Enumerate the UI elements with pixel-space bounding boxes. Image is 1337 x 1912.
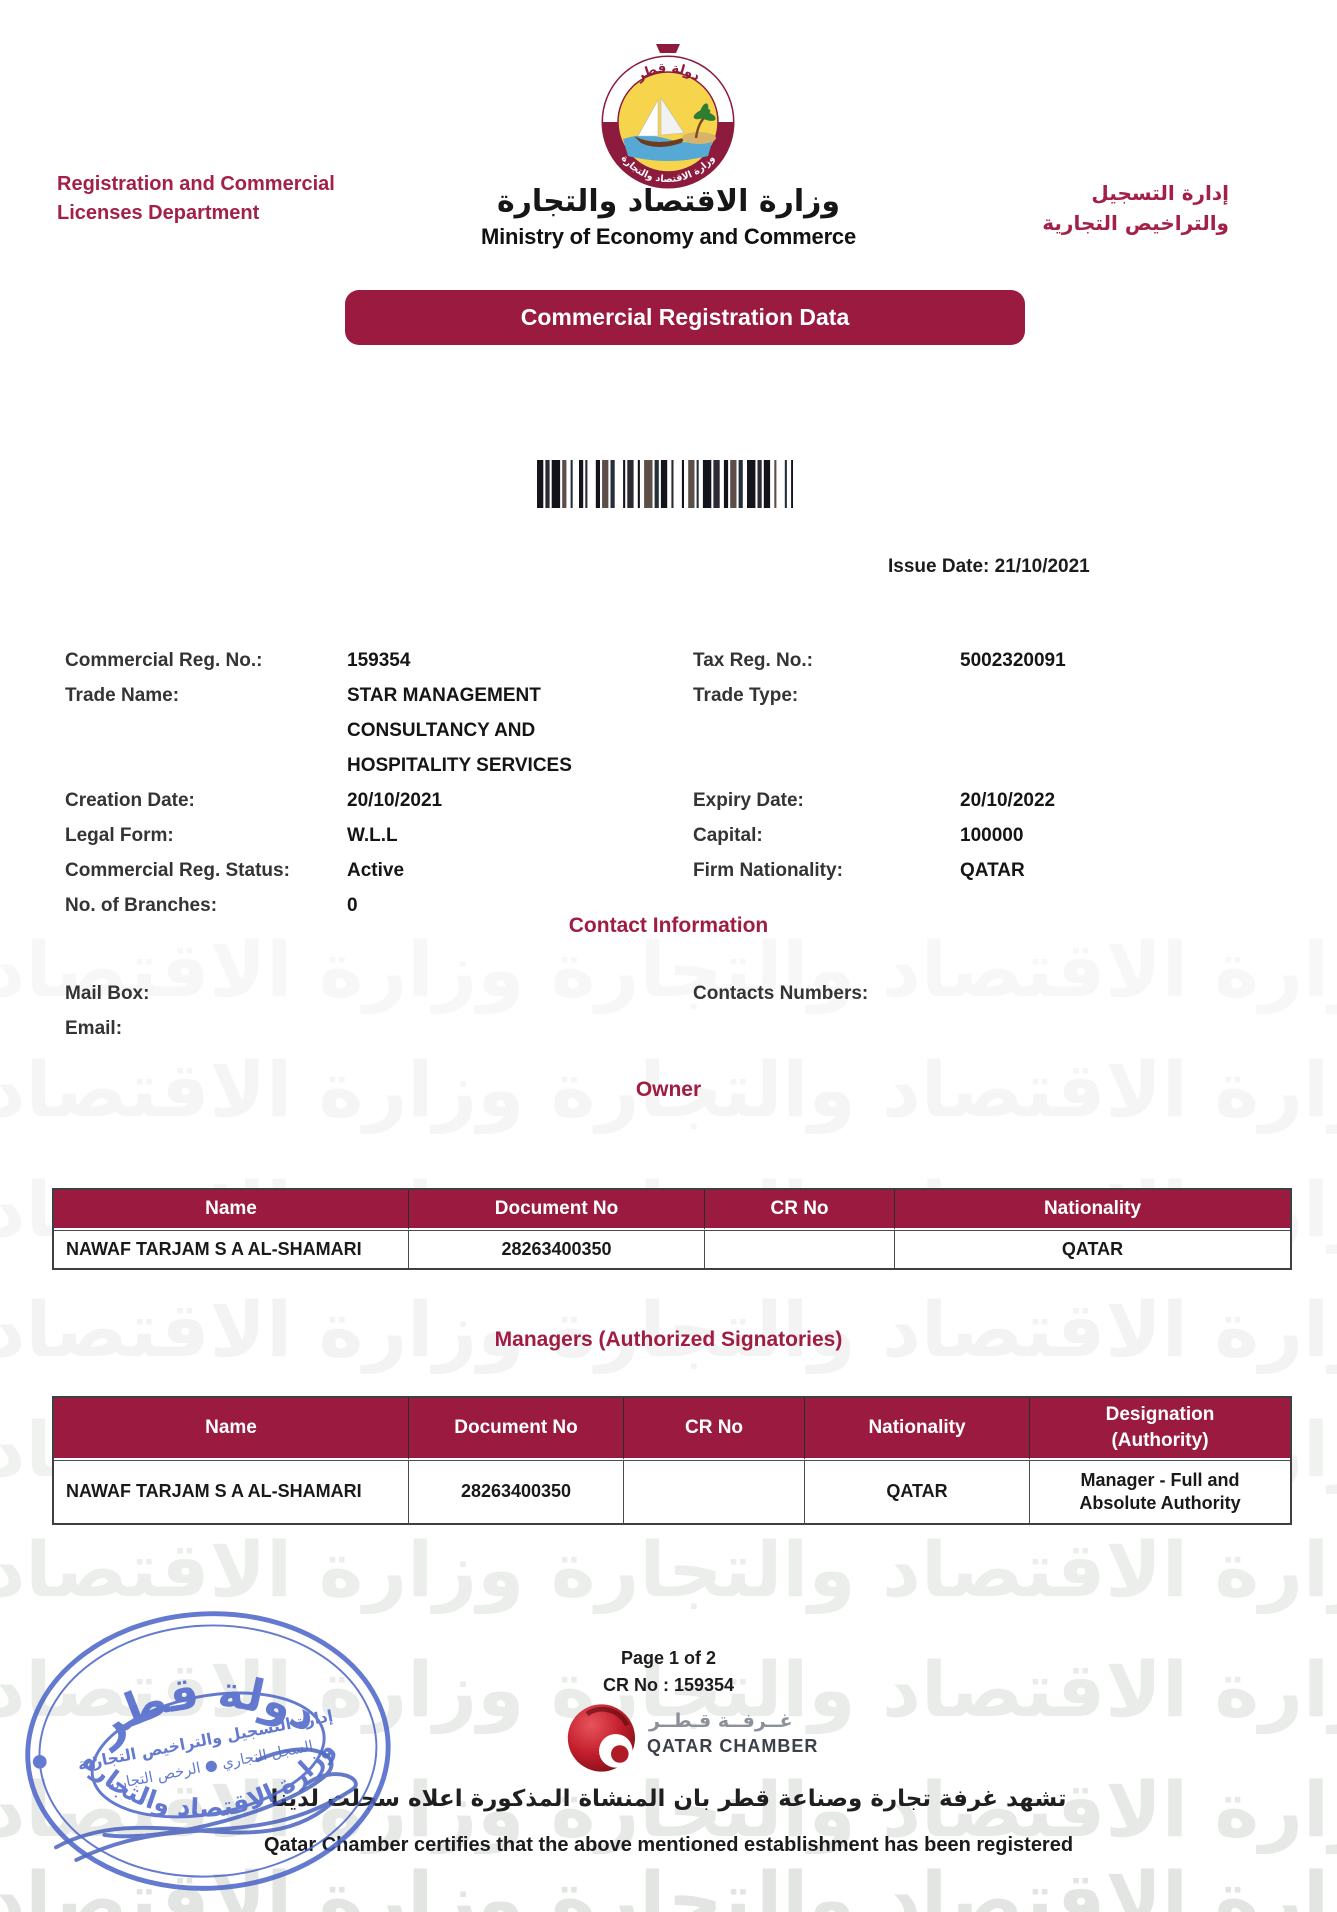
column-header: Document No <box>409 1190 705 1230</box>
contacts-numbers-value <box>960 976 1293 1011</box>
qatar-state-emblem-icon: دولة قطر وزارة الاقتصاد والتجارة <box>601 44 735 189</box>
field-value: STAR MANAGEMENT CONSULTANCY AND HOSPITAL… <box>347 685 572 776</box>
email-value <box>347 1011 693 1046</box>
qatar-chamber-logo-icon <box>567 1704 635 1772</box>
document-title-banner: Commercial Registration Data <box>345 290 1025 345</box>
owner-document-no-cell: 28263400350 <box>409 1230 705 1268</box>
managers-table: Name Document No CR No Nationality Desig… <box>52 1396 1292 1525</box>
field-value: W.L.L <box>347 825 398 846</box>
ministry-name-arabic: وزارة الاقتصاد والتجارة <box>496 184 841 219</box>
contact-information-title: Contact Information <box>568 914 769 937</box>
field-value: 159354 <box>347 650 411 671</box>
page-info: Page 1 of 2 CR No : 159354 <box>0 1645 1337 1699</box>
department-name-english: Registration and Commercial Licenses Dep… <box>57 173 335 224</box>
ministry-name-english: Ministry of Economy and Commerce <box>480 224 856 249</box>
qatar-chamber-block: غــرفــة قـطــر QATAR CHAMBER <box>563 1692 823 1788</box>
qatar-chamber-name-english: QATAR CHAMBER <box>647 1736 819 1756</box>
field-value <box>960 678 1293 783</box>
field-label: Commercial Reg. No.: <box>65 650 263 671</box>
column-header: CR No <box>624 1398 805 1460</box>
owner-cr-no-cell <box>705 1230 895 1268</box>
column-header: Nationality <box>895 1190 1290 1230</box>
contacts-numbers-label: Contacts Numbers: <box>693 983 869 1004</box>
manager-cr-no-cell <box>624 1460 805 1523</box>
owner-nationality-cell: QATAR <box>895 1230 1290 1268</box>
managers-section-title: Managers (Authorized Signatories) <box>494 1328 843 1351</box>
field-label: Commercial Reg. Status: <box>65 860 290 881</box>
document-title: Commercial Registration Data <box>520 304 850 330</box>
manager-name-cell: NAWAF TARJAM S A AL-SHAMARI <box>54 1460 409 1523</box>
field-label: Trade Type: <box>693 685 799 706</box>
signature-scribble <box>54 1747 358 1862</box>
column-header: CR No <box>705 1190 895 1230</box>
field-value: 100000 <box>960 825 1024 846</box>
registration-fields: Commercial Reg. No.: 159354 Tax Reg. No.… <box>65 643 1293 923</box>
field-label: Trade Name: <box>65 685 180 706</box>
owner-section-title: Owner <box>635 1078 702 1101</box>
field-label: Capital: <box>693 825 763 846</box>
column-header: Name <box>54 1190 409 1230</box>
contact-fields: Mail Box: Contacts Numbers: Email: <box>65 976 1293 1046</box>
certification-text-arabic: تشهد غرفة تجارة وصناعة قطر بان المنشاة ا… <box>270 1786 1067 1812</box>
issue-date: Issue Date: 21/10/2021 <box>888 556 1090 577</box>
field-label: Legal Form: <box>65 825 174 846</box>
owner-name-cell: NAWAF TARJAM S A AL-SHAMARI <box>54 1230 409 1268</box>
owner-table: Name Document No CR No Nationality NAWAF… <box>52 1188 1292 1270</box>
manager-designation-cell: Manager - Full and Absolute Authority <box>1030 1460 1290 1523</box>
cr-number: CR No : 159354 <box>602 1675 735 1695</box>
qatar-chamber-name-arabic: غــرفــة قـطــر <box>649 1710 793 1732</box>
field-label: Firm Nationality: <box>693 860 843 881</box>
field-value: QATAR <box>960 860 1025 881</box>
manager-document-no-cell: 28263400350 <box>409 1460 624 1523</box>
field-value: 20/10/2022 <box>960 790 1056 811</box>
column-header: Nationality <box>805 1398 1030 1460</box>
field-label: Creation Date: <box>65 790 195 811</box>
barcode <box>537 460 793 508</box>
mail-box-value <box>347 976 693 1011</box>
field-value: Active <box>347 860 405 881</box>
column-header: Designation (Authority) <box>1030 1398 1290 1460</box>
field-label: Tax Reg. No.: <box>693 650 813 671</box>
field-label: No. of Branches: <box>65 895 218 916</box>
field-label: Expiry Date: <box>693 790 804 811</box>
field-value: 0 <box>347 895 358 916</box>
mail-box-label: Mail Box: <box>65 983 150 1004</box>
page-number: Page 1 of 2 <box>620 1648 717 1668</box>
field-value: 5002320091 <box>960 650 1066 671</box>
registration-stamp: دولة قطر إدارة التسجيل والتراخيص التجاري… <box>25 1611 391 1891</box>
field-value: 20/10/2021 <box>347 790 443 811</box>
department-name-arabic: إدارة التسجيل والتراخيص التجارية <box>1042 181 1229 235</box>
email-label: Email: <box>65 1018 123 1039</box>
column-header: Name <box>54 1398 409 1460</box>
certification-text-english: Qatar Chamber certifies that the above m… <box>263 1834 1074 1856</box>
manager-nationality-cell: QATAR <box>805 1460 1030 1523</box>
column-header: Document No <box>409 1398 624 1460</box>
